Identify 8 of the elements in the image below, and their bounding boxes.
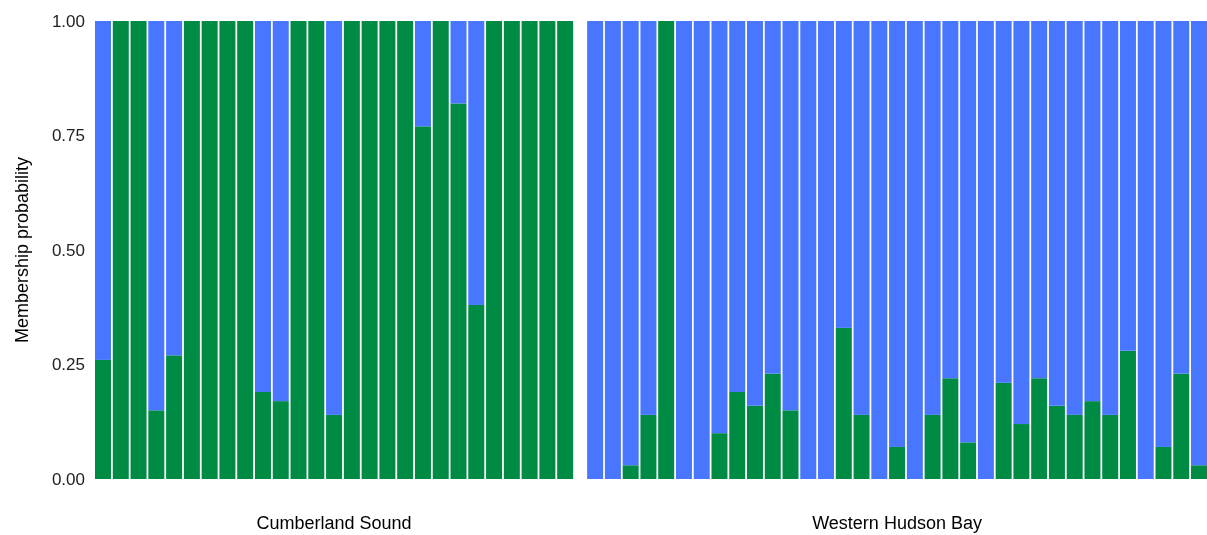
x-axis-title: Western Hudson Bay xyxy=(812,513,982,533)
y-axis-title: Membership probability xyxy=(12,156,32,344)
y-tick-label: 0.00 xyxy=(51,469,85,489)
y-tick-label: 0.25 xyxy=(51,355,85,375)
y-tick-label: 0.75 xyxy=(51,126,85,146)
y-tick-label: 0.50 xyxy=(51,240,85,260)
y-tick-label: 1.00 xyxy=(51,11,85,31)
x-axis-title: Cumberland Sound xyxy=(256,513,412,533)
